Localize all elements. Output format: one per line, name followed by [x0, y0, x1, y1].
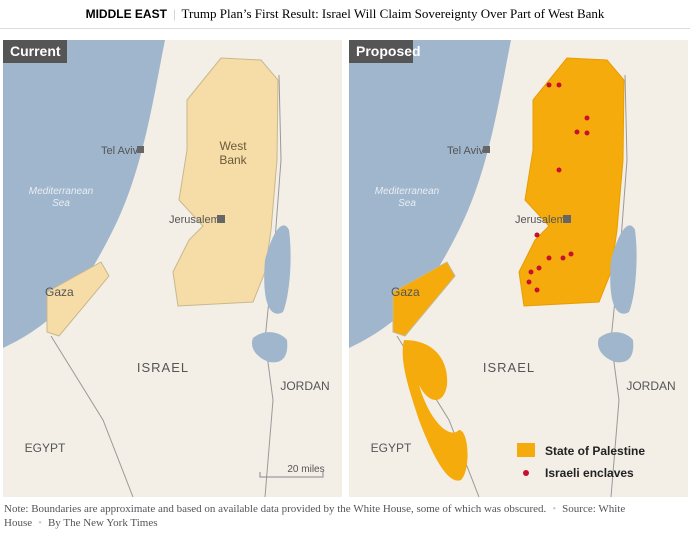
enclave-dot [546, 255, 552, 261]
enclave-dot [556, 167, 562, 173]
tag-bg [3, 40, 67, 63]
header: MIDDLE EAST | Trump Plan’s First Result: I… [0, 0, 690, 29]
source: Source: White House [4, 503, 626, 529]
city-marker [563, 215, 571, 223]
enclave-dot [534, 287, 540, 293]
sea [349, 40, 511, 348]
dead-sea [264, 225, 291, 314]
note: Note: Boundaries are approximate and bas… [4, 503, 547, 515]
legend-dot [523, 470, 529, 476]
negev-area [402, 340, 468, 481]
enclave-dot [574, 129, 580, 135]
region-label: Bank [219, 153, 247, 167]
west-bank [518, 57, 625, 307]
city-label: Tel Aviv [101, 145, 139, 157]
legend-label: State of Palestine [545, 444, 645, 458]
city-label: Jerusalem [515, 214, 566, 226]
panel-tag: Proposed [356, 43, 421, 59]
enclave-dot [560, 255, 566, 261]
border [50, 335, 134, 497]
enclave-dot [568, 251, 574, 257]
map-proposed: Proposed Tel Aviv Jerusalem MediterraneanSe… [349, 40, 688, 497]
country-label: ISRAEL [483, 360, 535, 375]
sea-label: Mediterranean [29, 186, 94, 197]
city-marker [483, 146, 490, 153]
section: MIDDLE EAST [85, 7, 167, 21]
sea-label: Sea [52, 198, 70, 209]
country-label: JORDAN [626, 379, 675, 393]
enclave-dot [584, 130, 590, 136]
legend-label: Israeli enclaves [545, 466, 634, 480]
footer: Note: Boundaries are approximate and bas… [4, 503, 626, 529]
headline: Trump Plan’s First Result: Israel Will C… [181, 6, 605, 21]
scale-bar [259, 472, 324, 478]
west-bank [172, 57, 279, 307]
country-label: EGYPT [25, 441, 66, 455]
enclave-dot [584, 115, 590, 121]
sea-label: Mediterranean [375, 186, 440, 197]
city-marker [217, 215, 225, 223]
enclave-dot [536, 265, 542, 271]
byline: By The New York Times [47, 517, 158, 529]
city-label: Jerusalem [169, 214, 220, 226]
country-label: ISRAEL [137, 360, 189, 375]
panel-tag: Current [10, 43, 61, 59]
country-label: JORDAN [280, 379, 329, 393]
scale-label: 20 miles [287, 464, 324, 475]
city-marker [137, 146, 144, 153]
enclave-dot [528, 269, 534, 275]
enclave-dot [526, 279, 532, 285]
tag-bg [349, 40, 413, 63]
country-label: EGYPT [371, 441, 412, 455]
city-label: Tel Aviv [447, 145, 485, 157]
dead-sea [610, 225, 637, 314]
enclave-dot [546, 82, 552, 88]
sea-label: Sea [398, 198, 416, 209]
region-label: West [219, 139, 247, 153]
lake [251, 332, 288, 363]
legend-swatch [517, 443, 535, 457]
gaza [46, 261, 110, 337]
region-label: Gaza [45, 285, 74, 299]
gaza [392, 261, 456, 337]
region-label: Gaza [391, 285, 420, 299]
enclave-dot [556, 82, 562, 88]
sea [3, 40, 165, 348]
lake [597, 332, 634, 363]
enclave-dot [534, 232, 540, 238]
